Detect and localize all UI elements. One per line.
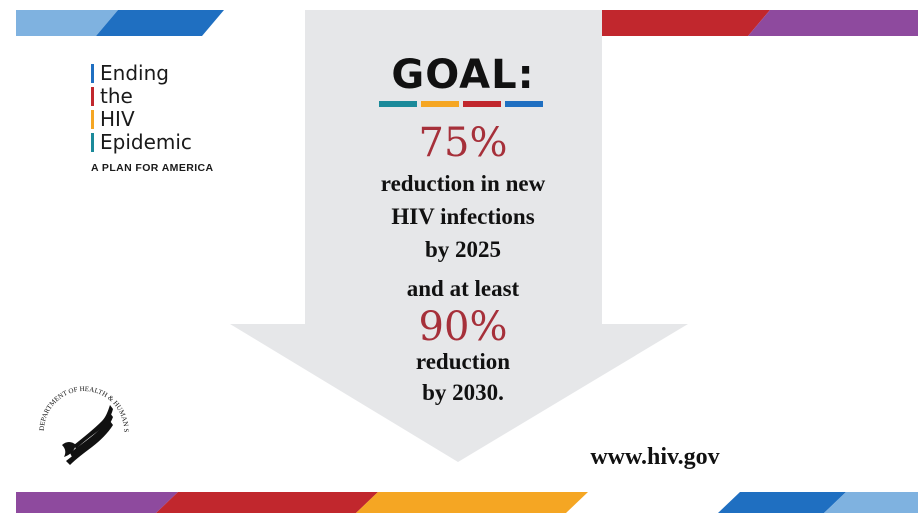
eagle-icon <box>62 405 113 465</box>
goal-heading: GOAL: <box>391 52 535 98</box>
logo-bar-blue <box>91 64 94 83</box>
top-stripe-red <box>602 10 770 36</box>
second-line-2: by 2030. <box>422 380 504 405</box>
top-stripe-purple <box>748 10 918 36</box>
bottom-stripe-purple <box>16 492 178 513</box>
connector-text: and at least <box>406 276 520 301</box>
logo-bar-red <box>91 87 94 106</box>
hhs-seal: DEPARTMENT OF HEALTH & HUMAN SERVICES · … <box>36 383 130 465</box>
first-line-3: by 2025 <box>424 237 502 262</box>
website-url[interactable]: www.hiv.gov <box>590 444 720 470</box>
goal-underline-red <box>463 101 501 107</box>
logo-line-4: Epidemic <box>91 131 214 154</box>
goal-underline-blue <box>505 101 543 107</box>
ending-hiv-logo: Ending the HIV Epidemic A PLAN FOR AMERI… <box>91 62 214 174</box>
logo-bar-orange <box>91 110 94 129</box>
logo-bar-teal <box>91 133 94 152</box>
seal-text: DEPARTMENT OF HEALTH & HUMAN SERVICES · … <box>36 383 130 433</box>
second-line-1: reduction <box>415 349 511 374</box>
logo-line-1: Ending <box>91 62 214 85</box>
logo-tagline: A PLAN FOR AMERICA <box>91 162 214 174</box>
first-percent: 75% <box>418 120 508 166</box>
bottom-stripe-blue <box>718 492 846 513</box>
second-percent: 90% <box>418 304 508 350</box>
first-line-2: HIV infections <box>391 204 535 229</box>
goal-underline-orange <box>421 101 459 107</box>
logo-line-2: the <box>91 85 214 108</box>
down-arrow <box>230 10 688 462</box>
goal-underline-teal <box>379 101 417 107</box>
logo-word-hiv: HIV <box>100 107 135 131</box>
top-stripe-light-blue <box>16 10 118 36</box>
bottom-stripe-orange <box>356 492 588 513</box>
logo-word-the: the <box>100 84 133 108</box>
first-line-1: reduction in new <box>380 171 546 196</box>
goal-underline <box>379 101 543 107</box>
logo-line-3: HIV <box>91 108 214 131</box>
top-stripe-blue <box>96 10 224 36</box>
bottom-stripe-light-blue <box>824 492 918 513</box>
logo-word-epidemic: Epidemic <box>100 130 192 154</box>
bottom-stripe-red <box>156 492 378 513</box>
logo-word-ending: Ending <box>100 61 169 85</box>
